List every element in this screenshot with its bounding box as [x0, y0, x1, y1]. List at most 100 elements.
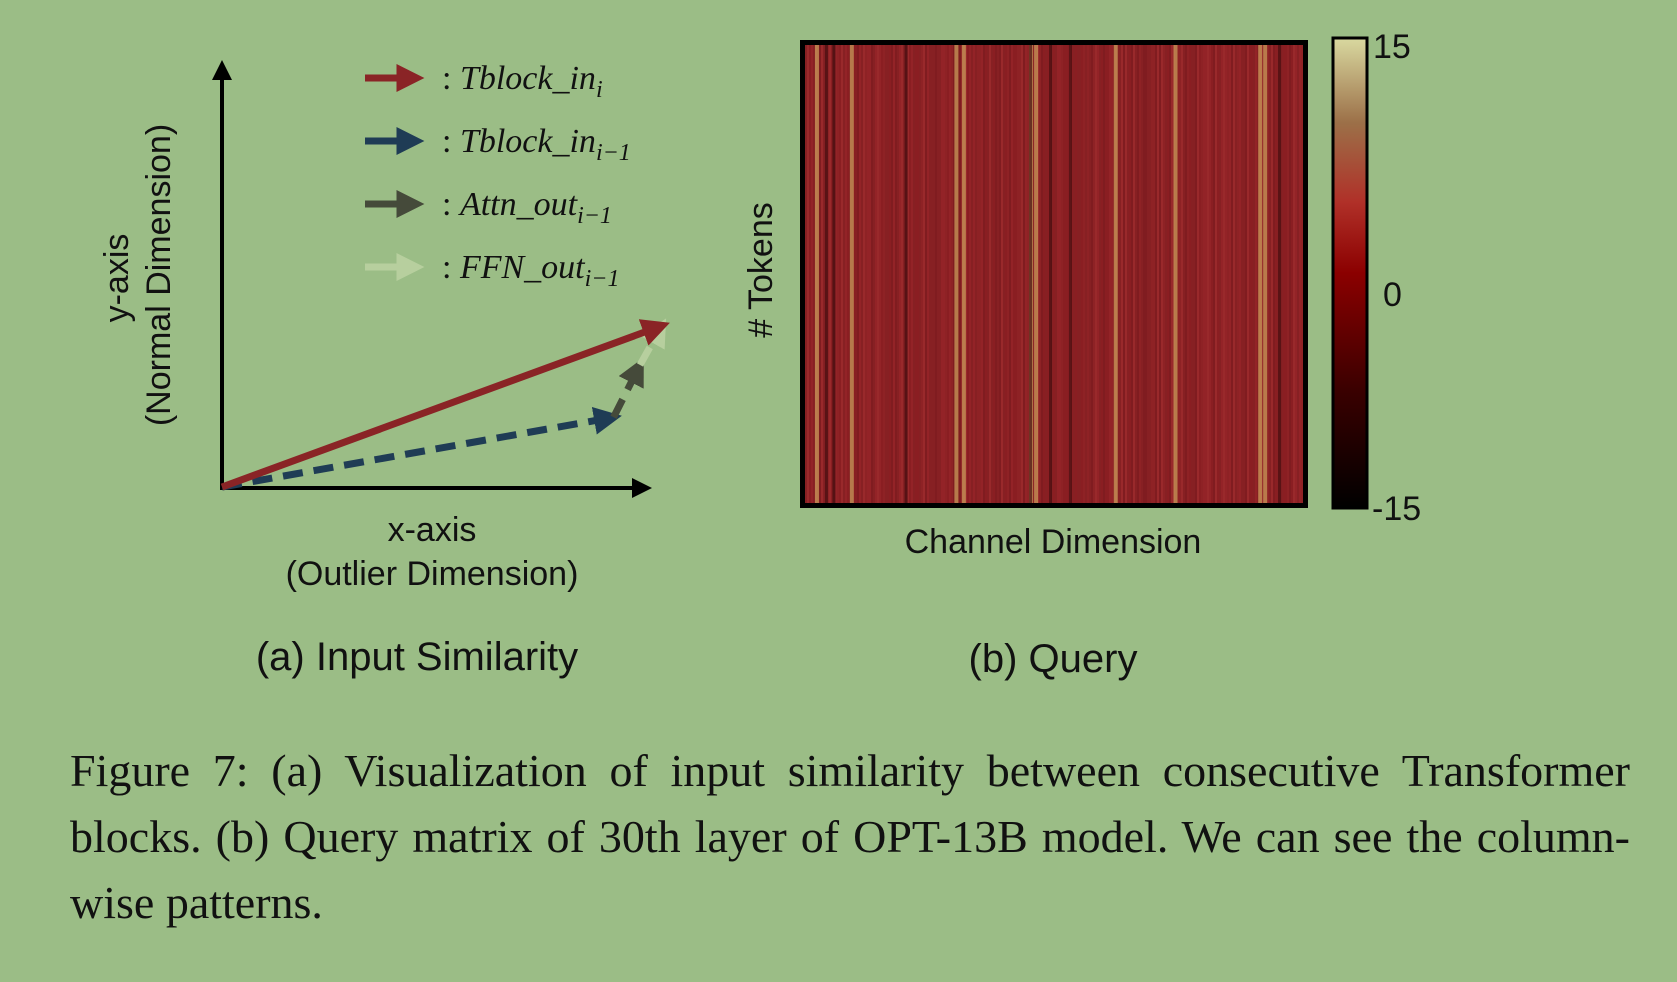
heatmap-cell-column	[895, 45, 897, 503]
legend-item: : Attn_outi−1	[365, 186, 612, 229]
heatmap-cell-column	[805, 45, 807, 503]
heatmap-cell-column	[1147, 45, 1149, 503]
heatmap-cell-column	[917, 45, 919, 503]
heatmap-cell-column	[927, 45, 929, 503]
heatmap-cell-column	[941, 45, 943, 503]
heatmap-cell-column	[821, 45, 823, 503]
heatmap-cell-column	[1145, 45, 1147, 503]
heatmap-cell-column	[979, 45, 981, 503]
heatmap-cell-column	[909, 45, 911, 503]
heatmap-bright-column	[1173, 45, 1178, 503]
subcaption-a: (a) Input Similarity	[256, 635, 578, 679]
heatmap-cell-column	[1227, 45, 1229, 503]
heatmap-cell-column	[879, 45, 881, 503]
heatmap-cell-column	[1197, 45, 1199, 503]
heatmap-dark-column	[1068, 45, 1072, 503]
heatmap-cell-column	[807, 45, 809, 503]
heatmap-cell-column	[1041, 45, 1043, 503]
heatmap-cell-column	[1085, 45, 1087, 503]
heatmap-cell-column	[1283, 45, 1285, 503]
heatmap-cell-column	[1027, 45, 1029, 503]
heatmap-cell-column	[993, 45, 995, 503]
heatmap-cell-column	[971, 45, 973, 503]
heatmap-cell-column	[859, 45, 861, 503]
heatmap-cell-column	[1223, 45, 1225, 503]
heatmap-cell-column	[875, 45, 877, 503]
heatmap-cell-column	[1235, 45, 1237, 503]
heatmap-cell-column	[1253, 45, 1255, 503]
heatmap-cell-column	[1033, 45, 1035, 503]
heatmap-cell-column	[1207, 45, 1209, 503]
heatmap-cell-column	[1247, 45, 1249, 503]
heatmap-cell-column	[1161, 45, 1163, 503]
heatmap-bright-column	[954, 45, 959, 503]
heatmap-cell-column	[845, 45, 847, 503]
heatmap-cell-column	[953, 45, 955, 503]
heatmap-cell-column	[1291, 45, 1293, 503]
heatmap-cell-column	[1195, 45, 1197, 503]
heatmap-cell-column	[939, 45, 941, 503]
heatmap-cell-column	[907, 45, 909, 503]
heatmap-cell-column	[893, 45, 895, 503]
heatmap-cell-column	[1067, 45, 1069, 503]
heatmap-cell-column	[1133, 45, 1135, 503]
heatmap-cell-column	[967, 45, 969, 503]
heatmap-cell-column	[1135, 45, 1137, 503]
heatmap-cell-column	[1239, 45, 1241, 503]
heatmap-cell-column	[1155, 45, 1157, 503]
heatmap-cell-column	[1233, 45, 1235, 503]
heatmap-cell-column	[1213, 45, 1215, 503]
heatmap-cell-column	[811, 45, 813, 503]
heatmap-cell-column	[1191, 45, 1193, 503]
x-axis-label: x-axis	[388, 511, 477, 549]
vector-attn-out-i-1	[610, 357, 644, 419]
vector-tblock-in-i-1	[221, 406, 622, 491]
heatmap-cell-column	[1005, 45, 1007, 503]
heatmap-cell-column	[969, 45, 971, 503]
heatmap-dark-column	[1049, 45, 1053, 503]
panel-b: # Tokens Channel Dimension 15 0 -15 (b) …	[742, 28, 1421, 681]
heatmap-cell-column	[819, 45, 821, 503]
heatmap-cell-column	[1099, 45, 1101, 503]
heatmap-cell-column	[911, 45, 913, 503]
heatmap-cell-column	[1237, 45, 1239, 503]
heatmap-cell-column	[1243, 45, 1245, 503]
y-axis-sublabel: (Normal Dimension)	[140, 124, 178, 426]
heatmap-cell-column	[1217, 45, 1219, 503]
heatmap-cell-column	[857, 45, 859, 503]
heatmap-cell-column	[877, 45, 879, 503]
heatmap-cell-column	[1045, 45, 1047, 503]
heatmap-cell-column	[1017, 45, 1019, 503]
heatmap-cell-column	[1117, 45, 1119, 503]
heatmap-cell-column	[1229, 45, 1231, 503]
heatmap-cell-column	[1141, 45, 1143, 503]
heatmap-cell-column	[1137, 45, 1139, 503]
heatmap-dark-column	[832, 45, 836, 503]
heatmap-cell-column	[925, 45, 927, 503]
heatmap-cell-column	[1065, 45, 1067, 503]
heatmap-cell-column	[1187, 45, 1189, 503]
heatmap-cell-column	[1277, 45, 1279, 503]
heatmap-cell-column	[865, 45, 867, 503]
heatmap-cell-column	[1199, 45, 1201, 503]
heatmap-cell-column	[1293, 45, 1295, 503]
heatmap-cell-column	[1169, 45, 1171, 503]
heatmap-cell-column	[1287, 45, 1289, 503]
heatmap-cell-column	[901, 45, 903, 503]
heatmap-cell-column	[839, 45, 841, 503]
heatmap-border	[800, 40, 1308, 508]
heatmap-cell-column	[1015, 45, 1017, 503]
heatmap-cell-column	[835, 45, 837, 503]
heatmap-cell-column	[931, 45, 933, 503]
heatmap-cell-column	[1249, 45, 1251, 503]
heatmap-cell-column	[1159, 45, 1161, 503]
heatmap-cell-column	[913, 45, 915, 503]
heatmap-cell-column	[1047, 45, 1049, 503]
heatmap-dark-column	[1029, 45, 1033, 503]
heatmap-cell-column	[1151, 45, 1153, 503]
heatmap-cell-column	[985, 45, 987, 503]
heatmap-dark-column	[1278, 45, 1282, 503]
heatmap-cell-column	[831, 45, 833, 503]
heatmap-cell-column	[829, 45, 831, 503]
